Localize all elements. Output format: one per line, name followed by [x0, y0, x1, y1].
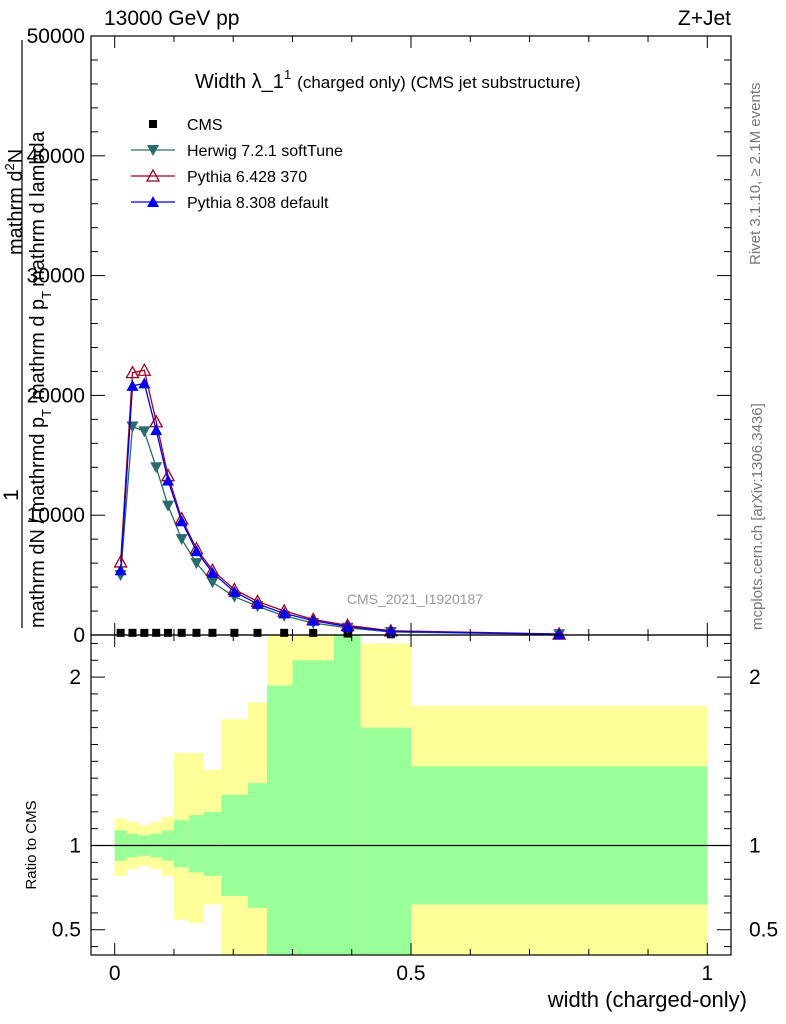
ylabel-line2: mathrm d: [5, 171, 27, 255]
point-cms: [152, 628, 161, 637]
point-pythia8: [190, 545, 203, 557]
ylabel-line3-rest: mathrm d lambda: [27, 130, 49, 286]
ratio-bands: [91, 635, 731, 955]
ylabel-sub-1: T: [39, 409, 54, 417]
point-pythia6: [125, 365, 140, 379]
point-cms: [253, 628, 262, 637]
ylabel-line-2: mathrm d2N: [2, 149, 27, 255]
chart-title: Width λ_11 (charged only) (CMS jet substr…: [195, 67, 581, 93]
analysis-watermark: CMS_2021_I1920187: [347, 591, 483, 607]
series-line-pythia8: [119, 382, 560, 635]
point-pythia8: [114, 564, 127, 576]
legend-marker-herwig: [147, 145, 159, 156]
x-tick-label: 0.5: [396, 962, 425, 985]
header-left: 13000 GeV pp: [104, 7, 239, 30]
legend-pythia8-label: Pythia 8.308 default: [187, 195, 329, 212]
header-right: Z+Jet: [678, 7, 731, 30]
ratio-y-tick-label-right: 1: [749, 835, 761, 858]
y-tick-label: 20000: [27, 384, 85, 407]
ratio-band-inner: [360, 727, 411, 955]
point-pythia8: [150, 424, 163, 436]
ratio-y-tick-label-right: 0.5: [749, 919, 778, 942]
point-pythia8: [175, 515, 188, 527]
axes: 0 0.5 1 0 10000 20000 30000 40000 50000 0.5 0.5 1 1 2…: [27, 25, 779, 985]
legend: CMS Herwig 7.2.1 softTune Pythia 6.428 3…: [131, 117, 343, 212]
ratio-y-tick-label-left: 0.5: [52, 919, 81, 942]
chart-title-suffix: (charged only) (CMS jet substructure): [297, 73, 580, 92]
y-tick-label: 40000: [27, 145, 85, 168]
ratio-y-tick-label-left: 2: [69, 666, 81, 689]
ratio-band-inner: [203, 811, 222, 876]
point-pythia8: [162, 474, 175, 486]
y-tick-label: 50000: [27, 25, 85, 48]
y-tick-label: 10000: [27, 504, 85, 527]
point-pythia8: [126, 379, 139, 391]
point-cms: [116, 628, 125, 637]
x-tick-label: 0: [109, 962, 121, 985]
xlabel: width (charged-only): [547, 987, 747, 1012]
point-herwig: [150, 462, 163, 474]
point-cms: [280, 628, 289, 637]
point-herwig: [162, 500, 175, 512]
point-pythia8: [228, 585, 241, 597]
point-cms: [128, 628, 137, 637]
ratio-ylabel: Ratio to CMS: [23, 800, 40, 889]
ratio-band-inner: [188, 815, 204, 873]
ylabel-line2-sup: 2: [2, 163, 17, 170]
ylabel-line2-rest: N: [5, 149, 27, 163]
point-cms: [230, 628, 239, 637]
ylabel-line-3: mathrm d pTmathrm d lambda: [27, 130, 54, 400]
main-ylabel: 1 mathrm dN / mathrmd pT mathrm d2N math…: [0, 40, 54, 628]
series-line-pythia6: [119, 369, 560, 635]
ratio-y-tick-label-right: 2: [749, 666, 761, 689]
legend-cms-label: CMS: [187, 117, 223, 134]
rivet-label: Rivet 3.1.10, ≥ 2.1M events: [747, 83, 764, 266]
point-herwig: [206, 577, 219, 589]
point-herwig: [190, 558, 203, 570]
y-tick-label: 0: [73, 624, 85, 647]
ratio-y-tick-label-left: 1: [69, 835, 81, 858]
legend-marker-pythia8: [147, 196, 159, 207]
point-cms: [164, 628, 173, 637]
point-pythia8: [553, 628, 566, 640]
ratio-band-inner: [411, 766, 708, 905]
point-pythia8: [341, 620, 354, 632]
point-cms: [177, 628, 186, 637]
legend-marker-cms: [149, 120, 157, 128]
point-pythia8: [278, 607, 291, 619]
legend-marker-pythia6: [145, 168, 161, 182]
point-pythia8: [384, 625, 397, 637]
point-pythia8: [138, 377, 151, 389]
point-cms: [309, 628, 318, 637]
point-cms: [208, 628, 217, 637]
y-tick-label: 30000: [27, 265, 85, 288]
ratio-band-inner: [267, 685, 293, 955]
point-pythia6: [137, 362, 152, 376]
point-herwig: [138, 426, 151, 438]
ylabel-sub-2: T: [39, 291, 54, 299]
point-pythia8: [307, 614, 320, 626]
point-cms: [140, 628, 149, 637]
point-pythia8: [251, 597, 264, 609]
legend-pythia6-label: Pythia 6.428 370: [187, 169, 307, 186]
ylabel-mid: mathrm dN / mathrmd p: [27, 417, 49, 628]
legend-herwig-label: Herwig 7.2.1 softTune: [187, 143, 343, 160]
mcplots-label: mcplots.cern.ch [arXiv:1306.3436]: [749, 403, 766, 630]
ylabel-top: 1: [0, 489, 23, 501]
point-herwig: [175, 534, 188, 546]
ratio-band-inner: [173, 820, 189, 868]
x-tick-label: 1: [701, 962, 713, 985]
ylabel-line3: mathrm d p: [27, 299, 49, 400]
chart-title-sup: 1: [284, 67, 291, 82]
point-cms: [192, 628, 201, 637]
ratio-band-inner: [333, 635, 361, 955]
main-series: [113, 362, 567, 641]
ylabel-line-1: mathrm dN / mathrmd pT: [27, 409, 54, 628]
point-pythia8: [206, 566, 219, 578]
ratio-band-inner: [292, 660, 334, 955]
chart-title-main: Width λ_1: [195, 71, 284, 93]
